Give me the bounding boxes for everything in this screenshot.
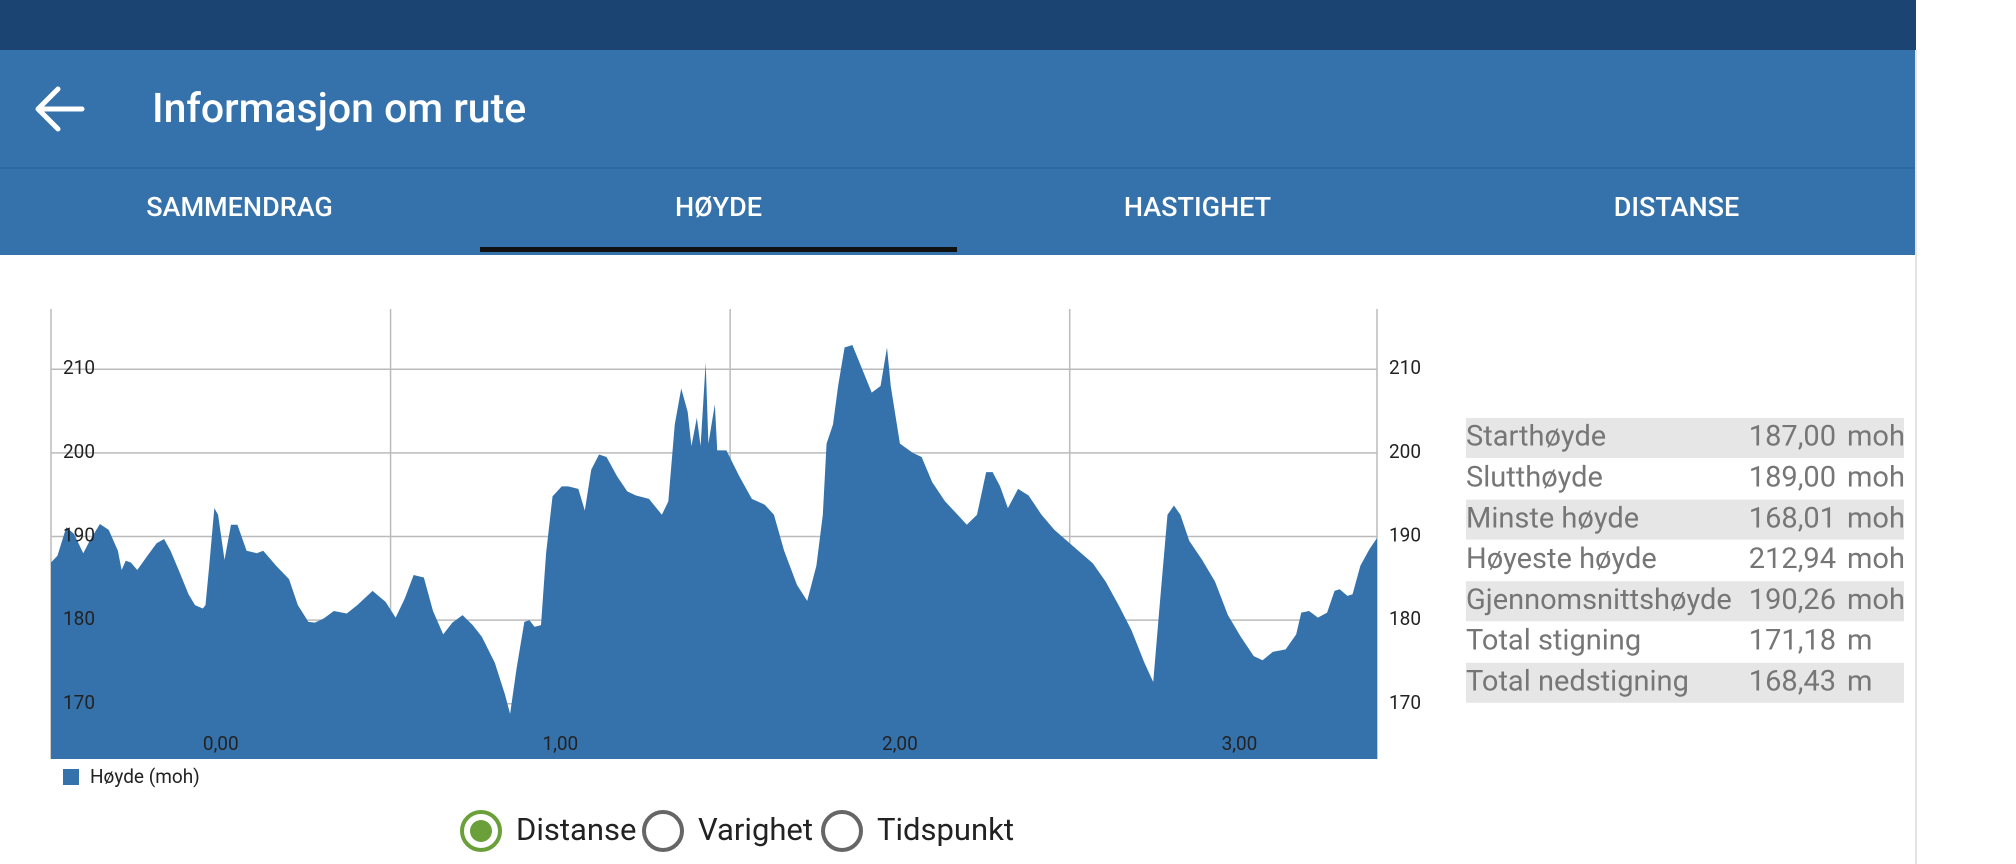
stat-value: 212,94 — [1749, 542, 1836, 576]
legend-swatch — [63, 769, 79, 785]
radio-button[interactable] — [821, 810, 863, 852]
x-tick-label: 0,00 — [203, 732, 239, 755]
y2-tick-label: 180 — [1389, 607, 1421, 630]
x-tick-label: 3,00 — [1222, 732, 1258, 755]
stat-value: 190,26 — [1749, 583, 1836, 617]
tab[interactable]: HASTIGHET — [1124, 191, 1271, 223]
elevation-area — [51, 344, 1377, 759]
stat-value: 171,18 — [1749, 624, 1836, 658]
back-button[interactable] — [35, 86, 85, 132]
radio-button[interactable] — [642, 810, 684, 852]
stat-label: Total nedstigning — [1466, 664, 1689, 698]
stat-row-bg — [1466, 499, 1904, 540]
y2-tick-label: 170 — [1389, 691, 1421, 714]
stat-row-bg — [1466, 581, 1904, 622]
stat-unit: moh — [1847, 501, 1905, 535]
radio-button[interactable] — [460, 810, 502, 852]
stat-label: Minste høyde — [1466, 501, 1639, 535]
legend-label: Høyde (moh) — [90, 765, 200, 788]
tab[interactable]: SAMMENDRAG — [146, 191, 333, 223]
app-bar — [0, 50, 1916, 168]
y2-tick-label: 200 — [1389, 440, 1421, 463]
stat-label: Høyeste høyde — [1466, 542, 1657, 576]
stat-unit: m — [1847, 624, 1872, 658]
stat-unit: moh — [1847, 460, 1905, 494]
radio-label[interactable]: Tidspunkt — [877, 811, 1014, 848]
y2-tick-label: 210 — [1389, 356, 1421, 379]
radio-label[interactable]: Varighet — [698, 811, 813, 848]
stat-unit: m — [1847, 664, 1872, 698]
stat-unit: moh — [1847, 420, 1905, 454]
radio-dot — [470, 820, 492, 842]
y-tick-label: 210 — [63, 356, 95, 379]
y2-tick-label: 190 — [1389, 524, 1421, 547]
stat-label: Gjennomsnittshøyde — [1466, 583, 1732, 617]
radio-label[interactable]: Distanse — [516, 811, 636, 848]
tab[interactable]: DISTANSE — [1614, 191, 1740, 223]
y-tick-label: 190 — [63, 524, 95, 547]
status-bar — [0, 0, 1916, 50]
screen-title: Informasjon om rute — [152, 85, 526, 133]
tab-indicator — [480, 247, 957, 252]
stat-value: 187,00 — [1749, 420, 1836, 454]
stat-row-bg — [1466, 418, 1904, 458]
y-tick-label: 180 — [63, 607, 95, 630]
stat-value: 189,00 — [1749, 460, 1836, 494]
stat-unit: moh — [1847, 583, 1905, 617]
y-tick-label: 200 — [63, 440, 95, 463]
stat-label: Slutthøyde — [1466, 460, 1603, 494]
stat-value: 168,01 — [1749, 501, 1836, 535]
stat-label: Total stigning — [1466, 624, 1641, 658]
tab-bar — [0, 168, 1916, 255]
stat-value: 168,43 — [1749, 664, 1836, 698]
y-tick-label: 170 — [63, 691, 95, 714]
stat-label: Starthøyde — [1466, 420, 1606, 454]
x-tick-label: 2,00 — [882, 732, 918, 755]
stat-unit: moh — [1847, 542, 1905, 576]
stat-row-bg — [1466, 662, 1904, 703]
tab[interactable]: HØYDE — [675, 191, 762, 223]
x-tick-label: 1,00 — [542, 732, 578, 755]
